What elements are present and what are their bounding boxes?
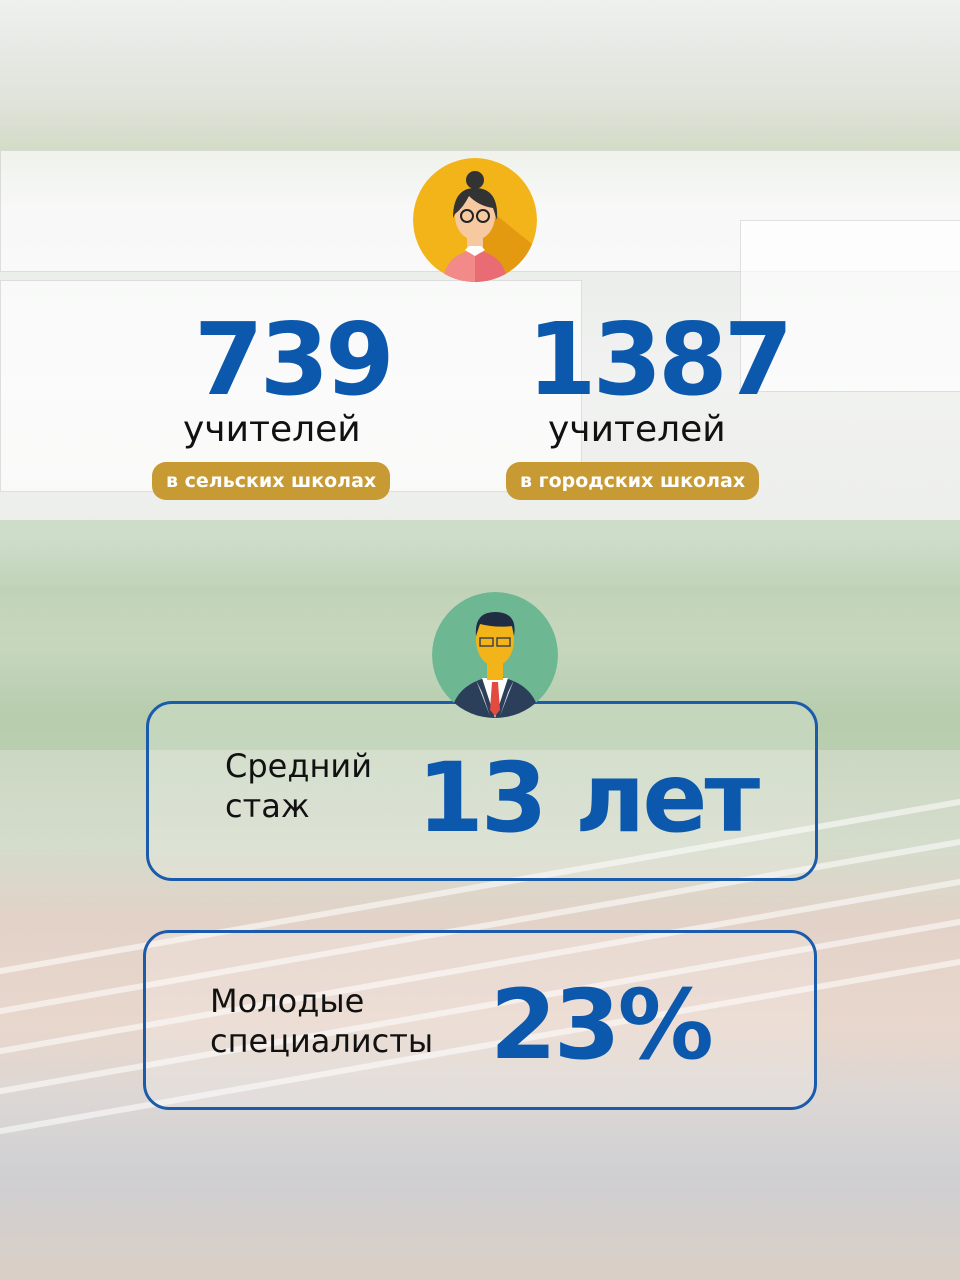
school-building-front [0, 280, 582, 492]
rural-teachers-unit: учителей [183, 409, 361, 450]
rural-teachers-count: 739 [194, 301, 395, 418]
female-teacher-avatar-icon [413, 158, 537, 282]
male-teacher-avatar-icon [432, 592, 558, 718]
experience-value: 13 лет [417, 742, 760, 854]
young-specialists-value: 23% [490, 969, 714, 1081]
urban-teachers-unit: учителей [548, 409, 726, 450]
rural-schools-tag: в сельских школах [152, 462, 391, 500]
experience-label-line1: Средний [225, 747, 372, 785]
young-specialists-label: Молодые специалисты [210, 981, 433, 1061]
urban-schools-tag: в городских школах [506, 462, 760, 500]
urban-teachers-count: 1387 [527, 301, 793, 418]
school-building-right [740, 220, 960, 392]
experience-card: Средний стаж 13 лет [146, 701, 818, 881]
experience-label: Средний стаж [225, 746, 372, 826]
experience-label-line2: стаж [225, 787, 310, 825]
young-label-line2: специалисты [210, 1022, 434, 1060]
young-specialists-card: Молодые специалисты 23% [143, 930, 817, 1110]
young-label-line1: Молодые [210, 982, 365, 1020]
